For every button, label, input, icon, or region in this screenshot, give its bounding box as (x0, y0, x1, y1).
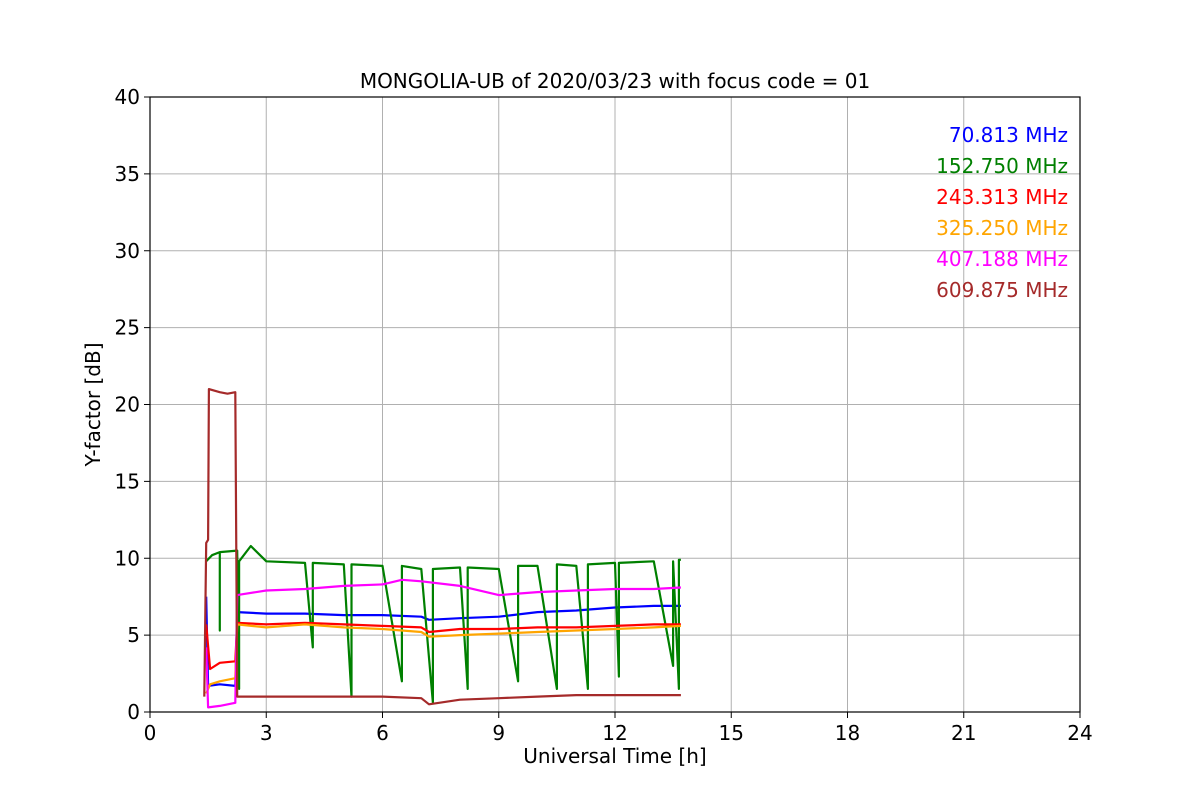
chart-title: MONGOLIA-UB of 2020/03/23 with focus cod… (360, 69, 870, 93)
series-line-3 (205, 623, 681, 694)
x-tick-label: 15 (719, 721, 744, 745)
y-tick-label: 40 (115, 85, 140, 109)
legend-entry: 152.750 MHz (936, 154, 1068, 178)
legend-entry: 243.313 MHz (936, 185, 1068, 209)
y-axis-label: Y-factor [dB] (81, 342, 105, 467)
legend-entry: 325.250 MHz (936, 216, 1068, 240)
series-line-2 (205, 621, 681, 671)
series-line-5 (203, 388, 681, 706)
x-axis-label: Universal Time [h] (523, 744, 706, 768)
x-tick-label: 18 (835, 721, 860, 745)
y-tick-label: 15 (115, 469, 140, 493)
legend: 70.813 MHz 152.750 MHz 243.313 MHz 325.250 … (936, 123, 1068, 302)
legend-entry: 407.188 MHz (936, 247, 1068, 271)
y-tick-label: 10 (115, 546, 140, 570)
y-tick-label: 25 (115, 316, 140, 340)
y-tick-label: 35 (115, 162, 140, 186)
x-tick-label: 9 (492, 721, 505, 745)
series-line-1 (205, 544, 681, 704)
series-layer (203, 388, 681, 709)
x-tick-label: 24 (1067, 721, 1092, 745)
series-line-4 (205, 578, 681, 709)
legend-entry: 70.813 MHz (949, 123, 1068, 147)
x-tick-label: 12 (602, 721, 627, 745)
x-tick-label: 3 (260, 721, 273, 745)
y-tick-label: 5 (127, 623, 140, 647)
series-line-0 (205, 596, 681, 687)
y-tick-label: 0 (127, 700, 140, 724)
x-tick-label: 0 (144, 721, 157, 745)
x-tick-label: 21 (951, 721, 976, 745)
y-tick-label: 30 (115, 239, 140, 263)
legend-entry: 609.875 MHz (936, 278, 1068, 302)
x-tick-label: 6 (376, 721, 389, 745)
y-tick-label: 20 (115, 393, 140, 417)
tick-layer: 0 3 6 9 12 15 18 21 24 0 5 10 15 20 25 30 35 40 (115, 85, 1093, 745)
